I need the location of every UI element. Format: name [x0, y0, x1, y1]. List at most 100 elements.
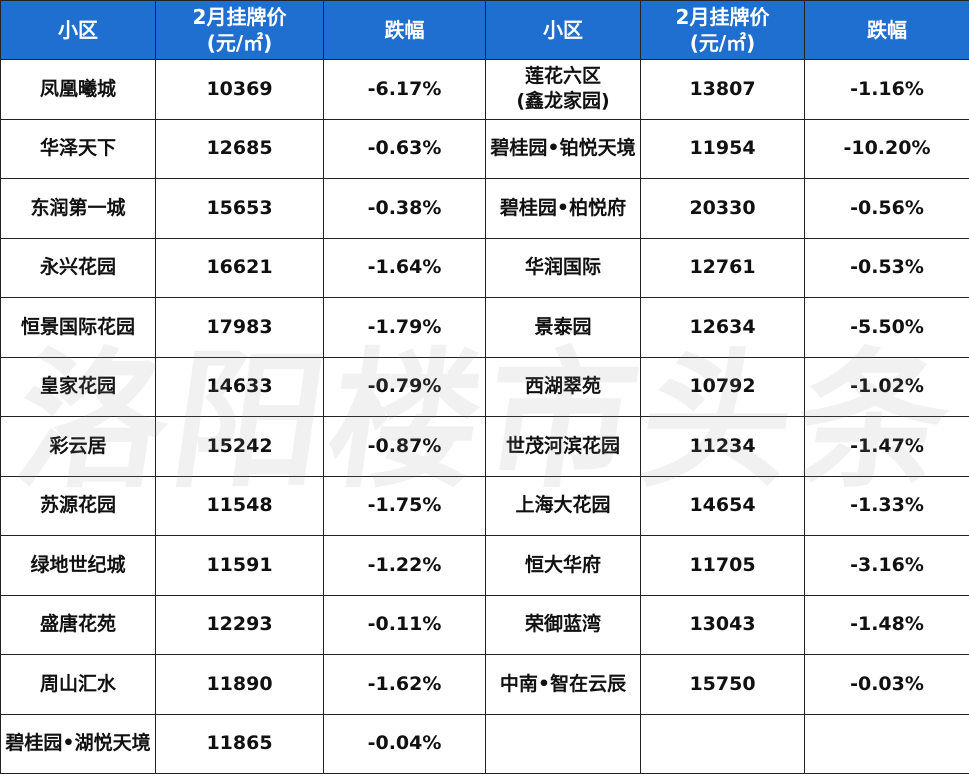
price-change-cell: -1.22%: [323, 535, 486, 596]
price-change-cell: -1.47%: [804, 416, 969, 477]
community-name-subtitle: (鑫龙家园): [516, 90, 610, 113]
price-change-cell: -0.79%: [323, 356, 486, 417]
price-change-cell: -5.50%: [804, 297, 969, 358]
price-change-cell: -0.53%: [804, 237, 969, 298]
community-name-cell: 景泰园: [485, 297, 641, 358]
listing-price-cell: 15653: [155, 178, 324, 239]
price-change-cell: -0.03%: [804, 654, 969, 715]
price-change-cell: -0.87%: [323, 416, 486, 477]
table-row: 苏源花园 11548 -1.75% 上海大花园 14654 -1.33%: [0, 475, 969, 536]
community-name: 恒大华府: [524, 553, 601, 576]
table-row: 周山汇水 11890 -1.62% 中南•智在云辰 15750 -0.03%: [0, 654, 969, 715]
price-change-cell: -0.04%: [323, 713, 486, 774]
listing-price-cell: 15242: [155, 416, 324, 477]
community-name-cell: 东润第一城: [0, 178, 156, 239]
price-change-cell: [804, 713, 969, 774]
price-change-cell: -1.48%: [804, 594, 969, 655]
listing-price-cell: 12293: [155, 594, 324, 655]
header-change-left: 跌幅: [323, 0, 486, 60]
table-row: 凤凰曦城 10369 -6.17% 莲花六区 (鑫龙家园) 13807 -1.16%: [0, 59, 969, 120]
table-row: 绿地世纪城 11591 -1.22% 恒大华府 11705 -3.16%: [0, 535, 969, 596]
table-body: 凤凰曦城 10369 -6.17% 莲花六区 (鑫龙家园) 13807 -1.16% 华泽天下…: [0, 59, 969, 774]
listing-price-cell: 11865: [155, 713, 324, 774]
community-name-cell: 绿地世纪城: [0, 535, 156, 596]
listing-price-cell: 14654: [640, 475, 805, 536]
community-name: 华润国际: [524, 256, 601, 279]
community-name-cell: 恒景国际花园: [0, 297, 156, 358]
table-row: 皇家花园 14633 -0.79% 西湖翠苑 10792 -1.02%: [0, 356, 969, 417]
table-header-row: 小区 2月挂牌价 (元/㎡) 跌幅 小区 2月挂牌价 (元/㎡) 跌幅: [0, 0, 969, 60]
community-name-cell: 华润国际: [485, 237, 641, 298]
price-change-cell: -0.56%: [804, 178, 969, 239]
header-price-label: 2月挂牌价: [192, 5, 287, 29]
listing-price-cell: 12685: [155, 118, 324, 179]
table-row: 东润第一城 15653 -0.38% 碧桂园•柏悦府 20330 -0.56%: [0, 178, 969, 239]
price-change-cell: -3.16%: [804, 535, 969, 596]
table-row: 恒景国际花园 17983 -1.79% 景泰园 12634 -5.50%: [0, 297, 969, 358]
community-name: 世茂河滨花园: [505, 434, 620, 457]
listing-price-cell: 20330: [640, 178, 805, 239]
listing-price-cell: 14633: [155, 356, 324, 417]
listing-price-cell: [640, 713, 805, 774]
header-price-unit: (元/㎡): [206, 31, 273, 55]
community-name-cell: 碧桂园•铂悦天境: [485, 118, 641, 179]
price-change-cell: -0.11%: [323, 594, 486, 655]
community-name-cell: 盛唐花苑: [0, 594, 156, 655]
community-name: 上海大花园: [515, 494, 611, 517]
table-row: 碧桂园•湖悦天境 11865 -0.04%: [0, 713, 969, 774]
listing-price-cell: 11548: [155, 475, 324, 536]
community-name-cell: 恒大华府: [485, 535, 641, 596]
listing-price-cell: 11890: [155, 654, 324, 715]
listing-price-cell: 11234: [640, 416, 805, 477]
price-change-cell: -0.38%: [323, 178, 486, 239]
header-price-right: 2月挂牌价 (元/㎡): [640, 0, 805, 60]
community-name-cell: 永兴花园: [0, 237, 156, 298]
listing-price-cell: 13043: [640, 594, 805, 655]
price-change-cell: -1.16%: [804, 59, 969, 120]
community-name-cell: 皇家花园: [0, 356, 156, 417]
table-row: 彩云居 15242 -0.87% 世茂河滨花园 11234 -1.47%: [0, 416, 969, 477]
community-name-cell: 华泽天下: [0, 118, 156, 179]
header-price-unit: (元/㎡): [689, 31, 756, 55]
community-name-cell: 西湖翠苑: [485, 356, 641, 417]
listing-price-cell: 12634: [640, 297, 805, 358]
community-name-cell: 荣御蓝湾: [485, 594, 641, 655]
listing-price-cell: 12761: [640, 237, 805, 298]
listing-price-cell: 13807: [640, 59, 805, 120]
community-name-cell: 碧桂园•柏悦府: [485, 178, 641, 239]
header-price-left: 2月挂牌价 (元/㎡): [155, 0, 324, 60]
community-name: 荣御蓝湾: [524, 613, 601, 636]
price-change-cell: -1.33%: [804, 475, 969, 536]
community-name-cell: 碧桂园•湖悦天境: [0, 713, 156, 774]
community-name-cell: 莲花六区 (鑫龙家园): [485, 59, 641, 120]
community-name-cell: [485, 713, 641, 774]
community-name-cell: 彩云居: [0, 416, 156, 477]
community-name-cell: 上海大花园: [485, 475, 641, 536]
community-name: 西湖翠苑: [524, 375, 601, 398]
community-name-cell: 中南•智在云辰: [485, 654, 641, 715]
listing-price-cell: 16621: [155, 237, 324, 298]
price-change-cell: -1.75%: [323, 475, 486, 536]
listing-price-cell: 10369: [155, 59, 324, 120]
price-change-cell: -1.64%: [323, 237, 486, 298]
header-price-label: 2月挂牌价: [675, 5, 770, 29]
header-community-right: 小区: [485, 0, 641, 60]
community-name: 中南•智在云辰: [499, 672, 627, 695]
listing-price-cell: 11954: [640, 118, 805, 179]
community-name: 景泰园: [534, 315, 592, 338]
table-row: 永兴花园 16621 -1.64% 华润国际 12761 -0.53%: [0, 237, 969, 298]
price-change-cell: -10.20%: [804, 118, 969, 179]
header-community-left: 小区: [0, 0, 156, 60]
price-change-cell: -1.79%: [323, 297, 486, 358]
listing-price-cell: 11591: [155, 535, 324, 596]
price-change-cell: -1.62%: [323, 654, 486, 715]
listing-price-cell: 10792: [640, 356, 805, 417]
price-change-cell: -6.17%: [323, 59, 486, 120]
price-change-cell: -0.63%: [323, 118, 486, 179]
header-change-right: 跌幅: [804, 0, 969, 60]
community-name-cell: 苏源花园: [0, 475, 156, 536]
listing-price-cell: 15750: [640, 654, 805, 715]
community-name-cell: 周山汇水: [0, 654, 156, 715]
